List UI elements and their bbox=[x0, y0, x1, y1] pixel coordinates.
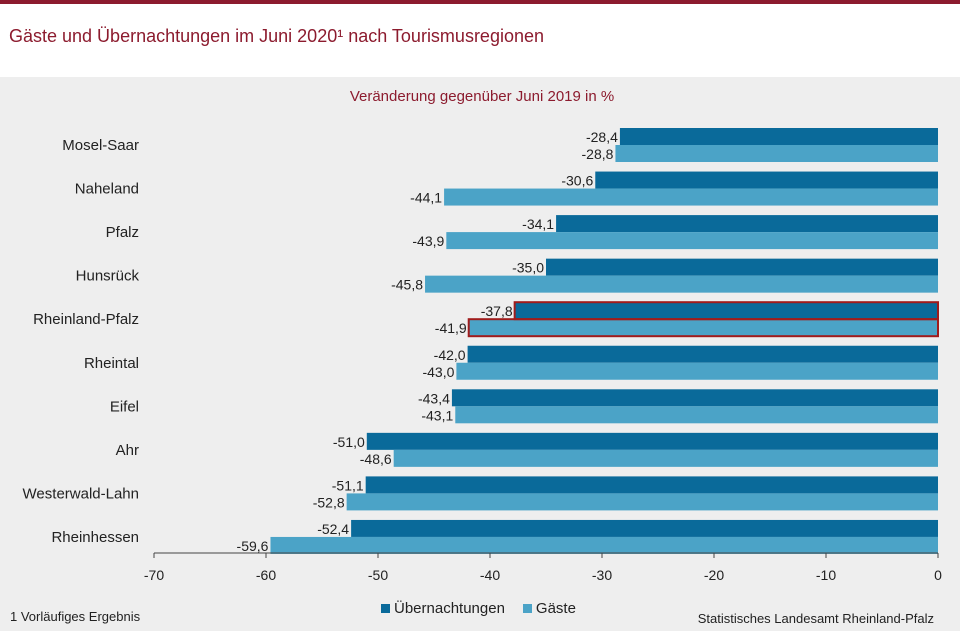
x-tick-label-0: 0 bbox=[934, 567, 942, 583]
data-label-uebernachtungen-hunsrück: -35,0 bbox=[512, 260, 544, 276]
bar-uebernachtungen-pfalz bbox=[556, 215, 938, 233]
data-label-gaeste-ahr: -48,6 bbox=[360, 451, 392, 467]
legend: Übernachtungen Gäste bbox=[381, 600, 594, 617]
bar-gaeste-westerwald-lahn bbox=[346, 493, 938, 511]
x-tick-label--50: -50 bbox=[368, 567, 388, 583]
bar-gaeste-rheinland-pfalz bbox=[468, 319, 938, 337]
top-accent-bar bbox=[0, 0, 960, 4]
legend-label-gaeste: Gäste bbox=[535, 600, 576, 617]
chart-title: Gäste und Übernachtungen im Juni 2020¹ n… bbox=[9, 26, 544, 46]
bar-uebernachtungen-westerwald-lahn bbox=[365, 476, 938, 494]
bar-gaeste-pfalz bbox=[446, 232, 938, 250]
category-label-hunsrück: Hunsrück bbox=[76, 268, 140, 285]
data-label-gaeste-eifel: -43,1 bbox=[421, 407, 453, 423]
legend-item-uebernachtungen: Übernachtungen bbox=[381, 600, 505, 617]
data-label-uebernachtungen-westerwald-lahn: -51,1 bbox=[332, 477, 364, 493]
bar-gaeste-hunsrück bbox=[425, 275, 938, 293]
category-label-rheinland-pfalz: Rheinland-Pfalz bbox=[33, 311, 139, 328]
data-label-uebernachtungen-naheland: -30,6 bbox=[561, 173, 593, 189]
data-label-uebernachtungen-rheintal: -42,0 bbox=[434, 347, 466, 363]
data-label-gaeste-mosel-saar: -28,8 bbox=[582, 146, 614, 162]
category-label-pfalz: Pfalz bbox=[106, 224, 139, 241]
category-label-rheinhessen: Rheinhessen bbox=[51, 529, 139, 546]
data-label-uebernachtungen-mosel-saar: -28,4 bbox=[586, 129, 618, 145]
x-tick-label--30: -30 bbox=[592, 567, 612, 583]
category-label-mosel-saar: Mosel-Saar bbox=[62, 137, 139, 154]
footnote: 1 Vorläufiges Ergebnis bbox=[10, 609, 141, 624]
x-tick-label--70: -70 bbox=[144, 567, 164, 583]
bar-gaeste-rheinhessen bbox=[270, 536, 939, 554]
source-note: Statistisches Landesamt Rheinland-Pfalz bbox=[697, 611, 934, 626]
bar-gaeste-rheintal bbox=[456, 362, 938, 380]
data-label-gaeste-pfalz: -43,9 bbox=[412, 233, 444, 249]
x-tick-label--20: -20 bbox=[704, 567, 724, 583]
legend-item-gaeste: Gäste bbox=[522, 600, 576, 617]
bar-uebernachtungen-ahr bbox=[366, 432, 938, 450]
bar-uebernachtungen-mosel-saar bbox=[619, 128, 938, 145]
x-tick-label--10: -10 bbox=[816, 567, 836, 583]
data-label-gaeste-rheinhessen: -59,6 bbox=[237, 538, 269, 554]
data-label-gaeste-naheland: -44,1 bbox=[410, 190, 442, 206]
subtitle-text: Veränderung gegenüber Juni 2019 in % bbox=[349, 88, 615, 105]
bar-gaeste-naheland bbox=[444, 188, 938, 206]
data-label-uebernachtungen-eifel: -43,4 bbox=[418, 390, 450, 406]
category-label-ahr: Ahr bbox=[116, 442, 139, 459]
data-label-uebernachtungen-rheinland-pfalz: -37,8 bbox=[481, 303, 513, 319]
bar-gaeste-mosel-saar bbox=[615, 145, 938, 162]
legend-swatch-uebernachtungen bbox=[381, 604, 390, 613]
bar-uebernachtungen-eifel bbox=[451, 389, 938, 407]
data-label-uebernachtungen-ahr: -51,0 bbox=[333, 434, 365, 450]
bar-uebernachtungen-rheinland-pfalz bbox=[514, 302, 938, 320]
data-label-uebernachtungen-pfalz: -34,1 bbox=[522, 216, 554, 232]
category-label-naheland: Naheland bbox=[75, 181, 139, 198]
data-label-gaeste-rheinland-pfalz: -41,9 bbox=[435, 320, 467, 336]
x-tick-label--40: -40 bbox=[480, 567, 500, 583]
legend-swatch-gaeste bbox=[522, 604, 532, 613]
bar-uebernachtungen-hunsrück bbox=[546, 258, 938, 276]
bar-gaeste-ahr bbox=[393, 449, 938, 467]
category-label-westerwald-lahn: Westerwald-Lahn bbox=[23, 485, 139, 502]
category-label-rheintal: Rheintal bbox=[84, 355, 139, 372]
bar-uebernachtungen-rheinhessen bbox=[351, 519, 938, 537]
highlight-border-gaeste bbox=[467, 318, 939, 338]
data-label-gaeste-rheintal: -43,0 bbox=[422, 364, 454, 380]
header: Gäste und Übernachtungen im Juni 2020¹ n… bbox=[0, 4, 960, 71]
chart-subtitle: Veränderung gegenüber Juni 2019 in % bbox=[0, 88, 960, 105]
bar-uebernachtungen-naheland bbox=[595, 171, 938, 189]
legend-label-uebernachtungen: Übernachtungen bbox=[394, 600, 505, 617]
data-label-uebernachtungen-rheinhessen: -52,4 bbox=[317, 521, 349, 537]
x-tick-label--60: -60 bbox=[256, 567, 276, 583]
bar-uebernachtungen-rheintal bbox=[467, 345, 938, 363]
bar-gaeste-eifel bbox=[455, 406, 938, 424]
data-label-gaeste-westerwald-lahn: -52,8 bbox=[313, 494, 345, 510]
data-label-gaeste-hunsrück: -45,8 bbox=[391, 277, 423, 293]
category-label-eifel: Eifel bbox=[110, 398, 139, 415]
